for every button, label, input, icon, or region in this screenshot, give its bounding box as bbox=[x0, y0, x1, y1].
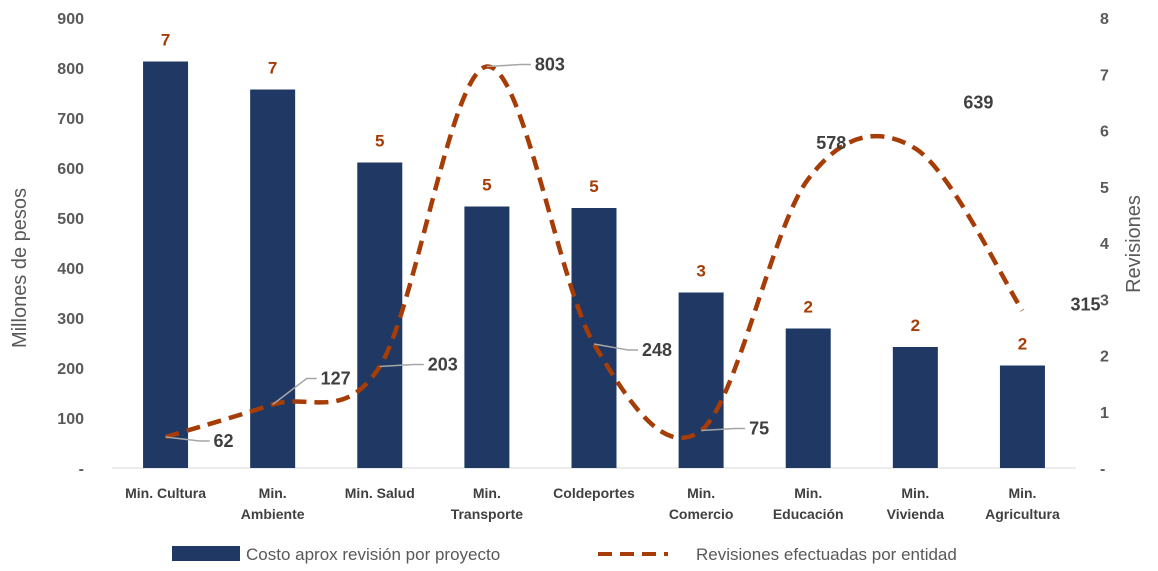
bar bbox=[999, 365, 1045, 468]
y-right-tick-label: 2 bbox=[1100, 349, 1109, 366]
x-tick-label: Min. Educación bbox=[773, 485, 844, 522]
y-left-tick-label: 400 bbox=[57, 261, 84, 278]
bar bbox=[357, 162, 403, 468]
bar bbox=[143, 61, 189, 468]
x-tick-label: Min. Cultura bbox=[125, 485, 206, 501]
line-data-label: 315 bbox=[1070, 295, 1100, 315]
axes: - 100 200 300 400 500 600 700 800 900 - 1 2 3 4 5 6 7 8 Min… bbox=[57, 11, 1109, 522]
bar-data-label: 2 bbox=[803, 298, 812, 317]
line-data-label: 803 bbox=[535, 55, 565, 75]
y-left-tick-label: - bbox=[79, 461, 84, 478]
revisions-line bbox=[164, 64, 1025, 441]
y-left-tick-label: 300 bbox=[57, 311, 84, 328]
y-right-tick-label: 5 bbox=[1100, 180, 1109, 197]
bar bbox=[892, 347, 938, 468]
bar bbox=[464, 206, 510, 468]
legend-swatch-bars bbox=[172, 546, 240, 561]
y-left-tick-label: 200 bbox=[57, 361, 84, 378]
x-tick-label: Min. Ambiente bbox=[241, 485, 305, 522]
y-right-tick-label: 7 bbox=[1100, 67, 1109, 84]
y-right-tick-label: 4 bbox=[1100, 236, 1109, 253]
y-left-tick-label: 900 bbox=[57, 11, 84, 28]
legend-label-line: Revisiones efectuadas por entidad bbox=[696, 545, 957, 564]
bar-data-label: 7 bbox=[161, 31, 170, 50]
line-data-label: 578 bbox=[816, 133, 846, 153]
x-tick-label: Min. Comercio bbox=[669, 485, 734, 522]
x-tick-label: Min. Vivienda bbox=[887, 485, 945, 522]
line-data-label: 62 bbox=[214, 431, 234, 451]
line-data-label: 639 bbox=[963, 93, 993, 113]
legend-label-bars: Costo aprox revisión por proyecto bbox=[246, 545, 500, 564]
bar-data-label: 5 bbox=[589, 177, 598, 196]
leader-line bbox=[165, 436, 210, 442]
leader-line bbox=[272, 377, 317, 406]
y-left-tick-label: 500 bbox=[57, 211, 84, 228]
x-tick-label: Min. Transporte bbox=[451, 485, 524, 522]
bar-data-label: 3 bbox=[696, 262, 705, 281]
y-axis-left-title: Millones de pesos bbox=[9, 188, 31, 348]
leader-line bbox=[701, 427, 746, 432]
bar-series bbox=[143, 61, 1045, 468]
bar-data-label: 2 bbox=[911, 316, 920, 335]
bar bbox=[785, 328, 831, 468]
bar-data-label: 7 bbox=[268, 59, 277, 78]
bar-data-label: 2 bbox=[1018, 335, 1027, 354]
y-left-tick-label: 700 bbox=[57, 111, 84, 128]
x-tick-label: Min. Salud bbox=[345, 485, 415, 501]
bar-data-label: 5 bbox=[482, 176, 491, 195]
line-data-label: 203 bbox=[428, 355, 458, 375]
line-series bbox=[164, 64, 1025, 441]
y-right-tick-label: 3 bbox=[1100, 292, 1109, 309]
line-data-label: 248 bbox=[642, 340, 672, 360]
y-right-tick-label: 8 bbox=[1100, 11, 1109, 28]
y-left-tick-label: 600 bbox=[57, 161, 84, 178]
y-left-tick-label: 800 bbox=[57, 61, 84, 78]
bar bbox=[678, 292, 724, 468]
y-left-tick-label: 100 bbox=[57, 411, 84, 428]
x-tick-label: Min. Agricultura bbox=[985, 485, 1060, 522]
leader-line bbox=[486, 63, 531, 68]
y-right-tick-label: - bbox=[1100, 461, 1105, 478]
y-right-tick-label: 6 bbox=[1100, 124, 1109, 141]
leader-line bbox=[593, 343, 638, 351]
leader-line bbox=[379, 363, 424, 368]
x-tick-label: Coldeportes bbox=[553, 485, 635, 501]
bar-data-label: 5 bbox=[375, 132, 384, 151]
y-axis-right-title: Revisiones bbox=[1123, 195, 1145, 293]
line-data-label: 75 bbox=[749, 419, 769, 439]
legend: Costo aprox revisión por proyecto Revisi… bbox=[172, 545, 957, 564]
bar bbox=[571, 208, 617, 468]
y-right-tick-label: 1 bbox=[1100, 405, 1109, 422]
line-data-label: 127 bbox=[321, 369, 351, 389]
